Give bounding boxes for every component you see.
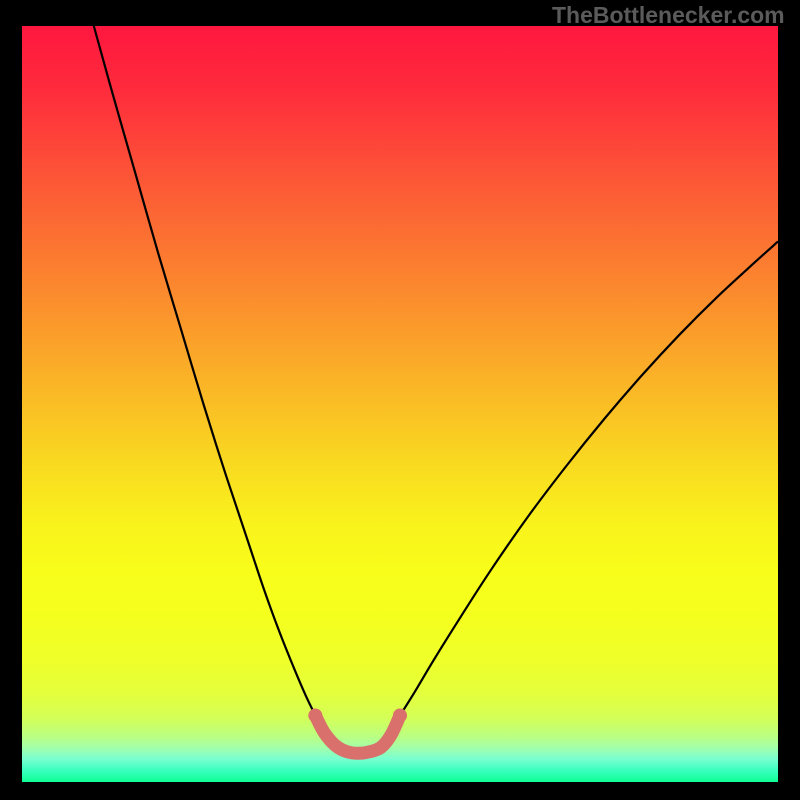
- bottleneck-chart: [0, 0, 800, 800]
- optimal-zone-endpoint-right: [393, 708, 407, 722]
- optimal-zone-endpoint-left: [308, 708, 322, 722]
- plot-background: [22, 26, 778, 782]
- watermark-text: TheBottlenecker.com: [552, 2, 785, 29]
